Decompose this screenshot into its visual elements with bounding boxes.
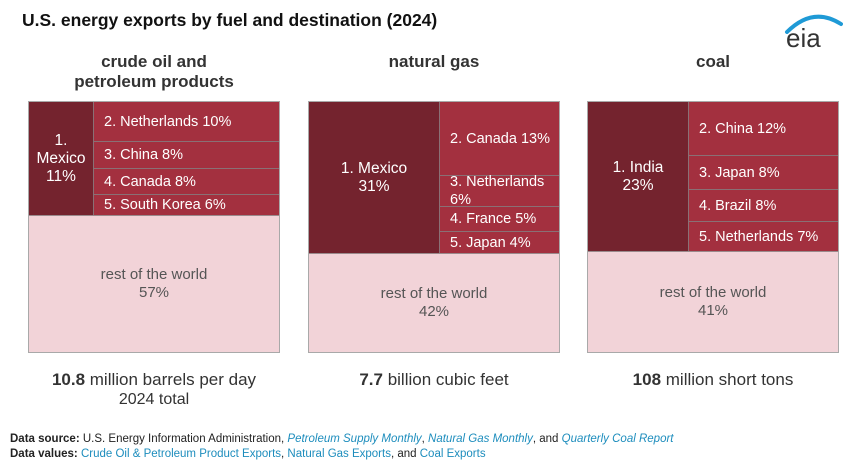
- link-natural-gas-exports[interactable]: Natural Gas Exports: [287, 448, 391, 460]
- footer: Data source: U.S. Energy Information Adm…: [10, 432, 674, 462]
- panel-title: crude oil and petroleum products: [74, 52, 234, 91]
- treemap: 1. India 23% 2. China 12% 3. Japan 8% 4. Bra…: [587, 101, 839, 353]
- total-unit: billion cubic feet: [382, 370, 509, 389]
- data-source-line: Data source: U.S. Energy Information Adm…: [10, 432, 674, 447]
- chart-title: U.S. energy exports by fuel and destinat…: [22, 10, 438, 30]
- treemap-cell-rest-of-world: rest of the world 42%: [309, 253, 559, 352]
- separator: ,: [281, 448, 288, 460]
- total-value: 108: [632, 370, 662, 389]
- treemap-cell-rest-of-world: rest of the world 41%: [588, 251, 838, 352]
- total-value: 10.8: [51, 370, 86, 389]
- treemap-cell-rank-3: 3. Netherlands 6%: [439, 174, 559, 208]
- panel-title: coal: [695, 52, 731, 71]
- data-source-text: U.S. Energy Information Administration,: [79, 433, 288, 445]
- treemap-cell-rank-3: 3. Japan 8%: [688, 155, 838, 189]
- treemap-cell-rank-4: 4. Canada 8%: [93, 168, 279, 194]
- panel-title: natural gas: [388, 52, 480, 71]
- treemap-cell-rank-5: 5. Netherlands 7%: [688, 221, 838, 251]
- treemap-cell-rank-2: 2. Canada 13%: [439, 102, 559, 175]
- treemap-cell-rank-4: 4. Brazil 8%: [688, 189, 838, 221]
- total-unit: million barrels per day: [85, 370, 257, 389]
- panel-total: 108 million short tons: [567, 370, 859, 390]
- treemap: 1. Mexico 11% 2. Netherlands 10% 3. China 8%…: [28, 101, 280, 353]
- treemap-cell-rank-1: 1. India 23%: [588, 102, 688, 251]
- data-values-line: Data values: Crude Oil & Petroleum Produ…: [10, 447, 674, 462]
- total-subtitle: 2024 total: [118, 391, 190, 408]
- treemap-cell-rank-1: 1. Mexico 11%: [29, 102, 93, 215]
- logo-text: eia: [786, 23, 821, 53]
- separator: , and: [390, 448, 420, 460]
- treemap: 1. Mexico 31% 2. Canada 13% 3. Netherlands …: [308, 101, 560, 353]
- total-value: 7.7: [359, 370, 383, 389]
- separator: , and: [532, 433, 562, 445]
- treemap-cell-rank-2: 2. China 12%: [688, 102, 838, 155]
- panel-total: 7.7 billion cubic feet: [288, 370, 580, 390]
- treemap-cell-rank-2: 2. Netherlands 10%: [93, 102, 279, 141]
- data-source-label: Data source:: [10, 433, 80, 445]
- link-coal-exports[interactable]: Coal Exports: [419, 448, 486, 460]
- link-crude-oil-exports[interactable]: Crude Oil & Petroleum Product Exports: [80, 448, 282, 460]
- link-natural-gas-monthly[interactable]: Natural Gas Monthly: [428, 433, 533, 445]
- link-quarterly-coal-report[interactable]: Quarterly Coal Report: [561, 433, 674, 445]
- data-values-label: Data values:: [10, 448, 78, 460]
- logo-arc-icon: [785, 14, 843, 34]
- treemap-cell-rank-3: 3. China 8%: [93, 141, 279, 168]
- panel-total: 10.8 million barrels per day 2024 total: [8, 370, 300, 410]
- separator: ,: [421, 433, 429, 445]
- eia-logo: eia: [783, 12, 843, 53]
- treemap-cell-rank-5: 5. South Korea 6%: [93, 194, 279, 215]
- treemap-cell-rest-of-world: rest of the world 57%: [29, 215, 279, 352]
- treemap-cell-rank-5: 5. Japan 4%: [439, 231, 559, 253]
- treemap-cell-rank-4: 4. France 5%: [439, 206, 559, 231]
- total-unit: million short tons: [661, 370, 794, 389]
- link-petroleum-supply-monthly[interactable]: Petroleum Supply Monthly: [287, 433, 422, 445]
- treemap-cell-rank-1: 1. Mexico 31%: [309, 102, 439, 253]
